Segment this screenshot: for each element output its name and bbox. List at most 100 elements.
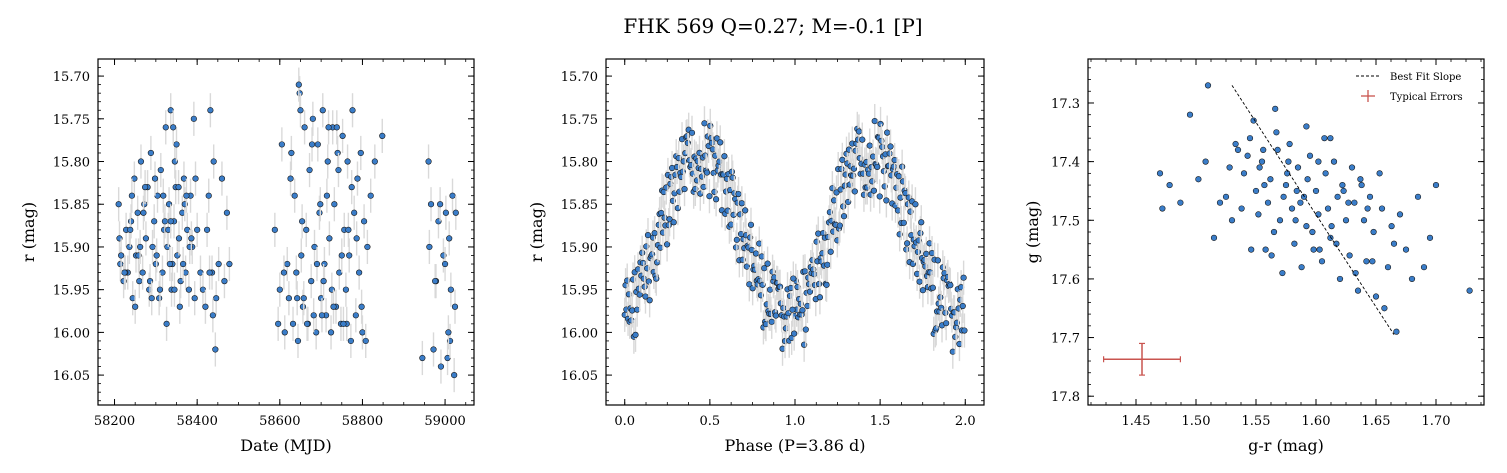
- data-point: [1390, 240, 1398, 247]
- x-tick-label: 2.0: [955, 414, 976, 429]
- y-tick-label: 16.05: [53, 369, 90, 384]
- x-axis-label: Date (MJD): [240, 436, 331, 455]
- data-point: [639, 249, 646, 256]
- data-point: [1273, 129, 1280, 136]
- data-point: [1340, 187, 1347, 195]
- data-point: [884, 129, 891, 136]
- data-point: [352, 312, 359, 319]
- data-point: [314, 141, 321, 148]
- data-point: [1262, 246, 1269, 253]
- data-point: [877, 120, 884, 128]
- data-point: [934, 257, 941, 264]
- y-tick-label: 17.3: [1051, 97, 1080, 112]
- data-point: [128, 192, 135, 199]
- x-tick-label: 1.50: [1182, 414, 1211, 429]
- data-point: [362, 337, 369, 345]
- data-point: [1304, 176, 1311, 183]
- data-point: [303, 226, 310, 233]
- data-point: [1276, 217, 1284, 224]
- data-point: [1316, 246, 1323, 253]
- y-tick-label: 15.85: [53, 198, 90, 213]
- data-point: [1186, 111, 1194, 118]
- y-tick-label: 15.80: [53, 156, 90, 171]
- data-point: [325, 124, 332, 131]
- y-tick-label: 15.85: [561, 198, 598, 213]
- data-point: [147, 149, 154, 157]
- data-point: [320, 278, 327, 285]
- data-point: [712, 196, 720, 203]
- data-point: [309, 115, 316, 122]
- axes-frame: [97, 58, 475, 406]
- data-point: [801, 268, 809, 275]
- data-point: [1345, 199, 1352, 206]
- data-point: [190, 115, 197, 122]
- data-point: [301, 124, 308, 131]
- data-point: [287, 175, 294, 182]
- data-point: [318, 312, 326, 319]
- data-point: [1381, 305, 1388, 312]
- data-point: [1408, 275, 1416, 283]
- data-point: [780, 304, 787, 312]
- data-point: [764, 260, 771, 267]
- data-point: [206, 269, 213, 276]
- y-tick-label: 15.95: [53, 284, 90, 299]
- data-point: [156, 295, 163, 302]
- data-point: [1232, 140, 1239, 148]
- data-point: [162, 124, 169, 131]
- data-point: [960, 274, 967, 281]
- data-point: [666, 216, 673, 223]
- data-point: [1272, 105, 1279, 112]
- data-point: [221, 278, 228, 285]
- data-point: [1328, 223, 1335, 230]
- data-point: [344, 158, 351, 165]
- data-point: [1228, 217, 1236, 224]
- data-point: [335, 166, 342, 174]
- data-point: [127, 226, 134, 233]
- data-point: [1279, 269, 1286, 277]
- data-point: [912, 201, 919, 208]
- data-point: [340, 320, 347, 327]
- data-point: [1258, 158, 1266, 165]
- data-point: [151, 175, 159, 182]
- best-fit-line: [1231, 85, 1395, 335]
- data-point: [115, 201, 122, 208]
- data-point: [1426, 234, 1434, 241]
- data-point: [1204, 82, 1212, 89]
- y-axis-label: r (mag): [527, 202, 546, 262]
- data-point: [205, 192, 212, 199]
- data-point: [639, 259, 647, 267]
- data-point: [446, 235, 453, 242]
- data-point: [1322, 170, 1329, 177]
- data-point: [310, 312, 317, 319]
- data-point: [1291, 240, 1298, 247]
- data-point: [326, 235, 333, 242]
- data-point: [752, 250, 760, 257]
- data-point: [855, 128, 863, 135]
- data-point: [1378, 205, 1386, 212]
- data-point: [203, 226, 211, 233]
- data-point: [681, 185, 688, 193]
- data-point: [824, 261, 831, 268]
- data-point: [919, 287, 927, 294]
- data-point: [1303, 223, 1310, 230]
- data-point: [1248, 246, 1255, 253]
- data-point: [1240, 170, 1248, 177]
- data-point: [916, 278, 923, 285]
- data-point: [360, 218, 368, 225]
- data-point: [141, 201, 148, 208]
- data-point: [1334, 193, 1341, 200]
- data-point: [1234, 146, 1242, 153]
- data-point: [1256, 164, 1263, 171]
- data-point: [321, 260, 328, 268]
- data-point: [887, 143, 894, 150]
- data-point: [802, 326, 809, 333]
- data-point: [142, 184, 149, 191]
- data-point: [1363, 258, 1370, 265]
- data-point: [871, 117, 878, 125]
- data-point: [806, 288, 814, 295]
- data-point: [1369, 258, 1376, 265]
- data-point: [900, 219, 907, 226]
- data-point: [929, 284, 936, 291]
- data-point: [275, 320, 282, 327]
- data-point: [1260, 146, 1267, 153]
